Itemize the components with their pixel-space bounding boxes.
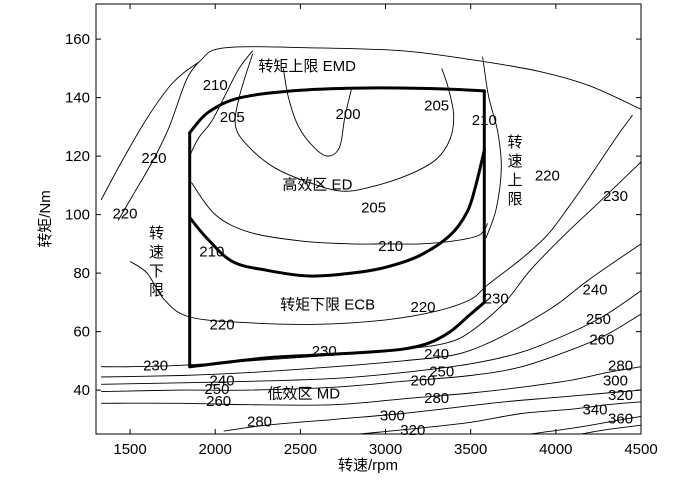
contour-c250 (101, 290, 642, 385)
contour-c230 (101, 161, 642, 368)
contour-label: 210 (378, 238, 403, 255)
contour-label: 205 (424, 97, 449, 114)
contour-c260 (101, 313, 642, 393)
contour-c210-a (189, 50, 254, 157)
contour-label: 320 (400, 422, 425, 439)
contour-c360 (581, 424, 642, 435)
contour-label: 260 (589, 331, 614, 348)
boundary-torque-upper (188, 86, 486, 135)
contour-label: 280 (247, 413, 272, 430)
x-tick-label: 1500 (113, 441, 146, 458)
contour-label: 230 (143, 358, 168, 375)
contour-label: 205 (220, 109, 245, 126)
contour-label: 220 (112, 206, 137, 223)
region-label: 低效区 MD (268, 385, 341, 402)
contour-label: 200 (336, 106, 361, 123)
y-tick-label: 100 (65, 207, 90, 224)
contour-label: 320 (608, 387, 633, 404)
contour-c340 (530, 415, 642, 435)
contour-c240 (101, 243, 642, 378)
contour-c200 (282, 68, 352, 157)
x-tick-label: 2500 (284, 441, 317, 458)
region-label: 高效区 ED (282, 176, 352, 193)
region-label-vertical: 转速上限 (507, 134, 522, 208)
contour-label: 220 (410, 299, 435, 316)
contour-label: 250 (429, 364, 454, 381)
contour-c210-b (482, 56, 502, 239)
contour-label: 240 (583, 282, 608, 299)
contour-label: 240 (424, 346, 449, 363)
boundary-torque-lower (188, 300, 486, 369)
contour-label: 210 (199, 244, 224, 261)
x-tick-label: 3500 (454, 441, 487, 458)
contour-label: 205 (361, 200, 386, 217)
contour-label: 220 (535, 168, 560, 185)
contour-lines (100, 46, 642, 435)
y-tick-label: 60 (73, 324, 90, 341)
contour-label: 300 (380, 407, 405, 424)
contour-labels: 210 205 200 205 210 220 220 220 230 205 210 210 220 2… (112, 77, 633, 439)
x-tick-label: 3000 (369, 441, 402, 458)
contour-c220-b (129, 114, 633, 325)
contour-label: 250 (204, 381, 229, 398)
y-tick-label: 140 (65, 90, 90, 107)
contour-label: 220 (210, 317, 235, 334)
contour-c300 (223, 389, 642, 432)
contour-label: 210 (203, 77, 228, 94)
y-tick-label: 120 (65, 148, 90, 165)
operating-boundaries (188, 86, 486, 369)
contour-label: 260 (410, 372, 435, 389)
contour-c320 (359, 401, 642, 435)
region-labels: 转矩上限 EMD 高效区 ED 转矩下限 ECB 低效区 MD 转速下限 转速上限 (149, 58, 523, 403)
contour-label: 230 (603, 188, 628, 205)
contour-label: 300 (603, 372, 628, 389)
contour-label: 230 (312, 343, 337, 360)
contour-c280 (101, 366, 642, 406)
contour-label: 340 (583, 402, 608, 419)
axis-ticks: 1500 2000 2500 3000 3500 4000 4500 40 60 80 100 120… (65, 4, 658, 458)
contour-c220-a (117, 62, 199, 221)
y-tick-label: 160 (65, 31, 90, 48)
y-tick-label: 80 (73, 265, 90, 282)
plot-frame (95, 3, 642, 435)
contour-label: 260 (206, 393, 231, 410)
contour-label: 240 (210, 372, 235, 389)
contour-label: 230 (484, 290, 509, 307)
x-axis-label: 转速/rpm (338, 457, 398, 474)
contour-label: 360 (608, 410, 633, 427)
contour-label: 280 (424, 390, 449, 407)
contour-label: 210 (472, 112, 497, 129)
contour-c205-low (191, 182, 489, 245)
region-label: 转矩上限 EMD (258, 58, 356, 75)
contour-label: 280 (608, 358, 633, 375)
x-tick-label: 4000 (539, 441, 572, 458)
region-label-vertical: 转速下限 (149, 225, 164, 299)
contour-outer-envelope (100, 46, 642, 201)
contour-label: 220 (141, 150, 166, 167)
boundary-high-efficiency (188, 148, 486, 278)
contour-label: 250 (586, 311, 611, 328)
region-label: 转矩下限 ECB (280, 296, 375, 313)
x-tick-label: 4500 (624, 441, 657, 458)
y-tick-label: 40 (73, 382, 90, 399)
x-tick-label: 2000 (199, 441, 232, 458)
contour-c205-top (234, 53, 455, 192)
y-axis-label: 转矩/Nm (37, 190, 54, 248)
